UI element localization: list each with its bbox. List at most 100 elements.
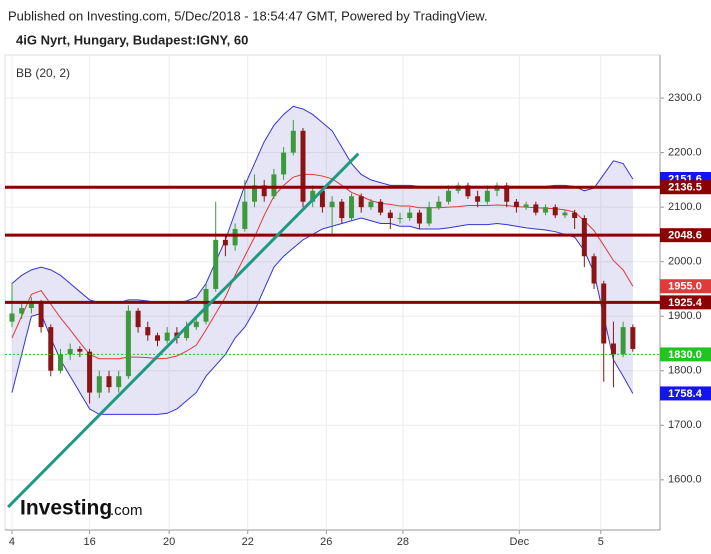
current-price-tag: [660, 347, 711, 362]
candle-body: [407, 212, 413, 219]
logo: Investing: [20, 497, 112, 520]
band-lower: [11, 217, 634, 415]
candle-body: [28, 302, 34, 309]
indicator-label: BB (20, 2): [16, 66, 70, 80]
hline-tag: [660, 295, 711, 310]
candle-body: [154, 335, 160, 341]
candle-body: [252, 185, 258, 202]
candle-body: [543, 207, 549, 213]
candle-body: [116, 376, 122, 388]
candle-body: [145, 327, 151, 336]
candle-body: [222, 239, 228, 246]
x-tick-label: 28: [397, 536, 409, 548]
published-note: Published on Investing.com, 5/Dec/2018 -…: [8, 8, 488, 23]
candle-body: [591, 256, 597, 284]
x-tick-label: 20: [163, 536, 175, 548]
hline-tag-label: 2048.6: [668, 230, 702, 242]
x-tick-label: 22: [242, 536, 254, 548]
candle-body: [504, 185, 510, 202]
candle-body: [184, 327, 190, 339]
current-price-tag-label: 1830.0: [668, 349, 702, 361]
candle-body: [106, 376, 112, 388]
candle-body: [572, 212, 578, 219]
candle-body: [96, 376, 102, 393]
candle-body: [397, 218, 403, 220]
candle-body: [57, 354, 63, 371]
candle-body: [446, 190, 452, 202]
y-tick-label: 2200.0: [668, 147, 702, 159]
candle-body: [630, 327, 636, 349]
y-tick-label: 2300.0: [668, 92, 702, 104]
hline-tag-label: 1925.4: [668, 297, 703, 309]
candle-body: [232, 228, 238, 246]
candle-body: [193, 321, 199, 328]
x-tick-label: 16: [83, 536, 95, 548]
lower-band-tag-label: 1758.4: [668, 388, 703, 400]
candle-body: [552, 207, 558, 216]
candle-body: [300, 130, 306, 202]
x-tick-label: 4: [9, 536, 15, 548]
candle-body: [242, 201, 248, 229]
candle-body: [213, 239, 219, 289]
candle-body: [125, 310, 131, 377]
hline-tag: [660, 228, 711, 243]
candle-body: [484, 190, 490, 202]
y-tick-label: 2000.0: [668, 256, 702, 268]
candle-body: [19, 308, 25, 314]
x-tick-label: 5: [598, 536, 604, 548]
candle-body: [523, 204, 529, 208]
candle-body: [87, 351, 93, 393]
y-tick-label: 1900.0: [668, 310, 702, 322]
candle-body: [135, 310, 141, 328]
candle-body: [38, 302, 44, 328]
candle-body: [9, 313, 15, 322]
candle-body: [378, 201, 384, 213]
plot-frame: [4, 54, 661, 531]
candle-body: [271, 174, 277, 197]
logo-suffix: .com: [110, 502, 143, 519]
candle-body: [610, 343, 616, 355]
middle-band-tag-label: 1955.0: [668, 281, 702, 293]
candle-body: [426, 207, 432, 224]
hline-tag: [660, 180, 711, 195]
candle-body: [475, 196, 481, 202]
candle-body: [349, 196, 355, 219]
plot-area: [5, 55, 660, 530]
candle-body: [358, 196, 364, 208]
y-tick-label: 1700.0: [668, 419, 702, 431]
candle-body: [533, 204, 539, 213]
y-tick-label: 1600.0: [668, 474, 702, 486]
candle-body: [77, 348, 83, 352]
x-tick-label: 26: [320, 536, 332, 548]
y-tick-label: 1800.0: [668, 365, 702, 377]
candle-body: [329, 201, 335, 208]
candle-body: [620, 327, 626, 355]
candle-body: [581, 218, 587, 257]
lower-band-tag: [660, 386, 711, 401]
candle-body: [48, 327, 54, 371]
candle-body: [310, 190, 316, 202]
candle-body: [281, 152, 287, 175]
candle-body: [601, 283, 607, 344]
candle-body: [319, 190, 325, 208]
candle-body: [290, 130, 296, 153]
candle-body: [562, 212, 568, 216]
candle-body: [368, 201, 374, 208]
symbol-title: 4iG Nyrt, Hungary, Budapest:IGNY, 60: [16, 32, 248, 47]
band-middle: [11, 173, 634, 360]
candle-body: [513, 201, 519, 208]
hline-tag-label: 2136.5: [668, 182, 702, 194]
candle-body: [465, 185, 471, 197]
trendline: [7, 152, 360, 509]
candle-body: [436, 201, 442, 208]
candle-body: [387, 212, 393, 219]
x-tick-label: Dec: [510, 536, 530, 548]
candle-body: [416, 212, 422, 224]
candle-body: [261, 185, 267, 197]
y-tick-label: 2100.0: [668, 201, 702, 213]
candle-body: [164, 332, 170, 341]
candle-body: [339, 201, 345, 219]
candle-body: [67, 348, 73, 355]
middle-band-tag: [660, 279, 711, 294]
